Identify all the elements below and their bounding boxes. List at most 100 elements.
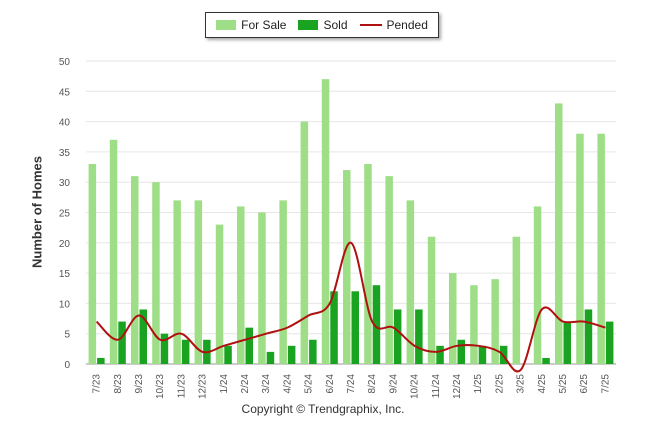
x-tick-label: 11/23 — [176, 374, 187, 399]
legend-item-pended: Pended — [359, 18, 428, 32]
x-tick-label: 7/25 — [600, 374, 611, 394]
y-tick-label: 15 — [59, 269, 71, 280]
bar-sold — [118, 321, 126, 364]
bar-for-sale — [321, 79, 330, 365]
legend-label-sold: Sold — [323, 18, 348, 32]
for-sale-swatch — [216, 20, 237, 30]
y-tick-label: 20 — [59, 239, 71, 250]
bar-sold — [457, 339, 465, 364]
x-tick-label: 1/24 — [219, 374, 230, 394]
legend-label-pended: Pended — [386, 18, 428, 32]
x-tick-label: 3/24 — [261, 374, 272, 394]
x-tick-label: 7/23 — [92, 374, 103, 394]
bar-for-sale — [279, 200, 287, 364]
legend-item-for-sale: For Sale — [216, 18, 286, 32]
y-tick-label: 10 — [59, 299, 71, 310]
bar-for-sale — [364, 164, 372, 364]
bar-sold — [478, 345, 487, 364]
bar-for-sale — [449, 273, 457, 364]
bar-sold — [309, 339, 317, 364]
bar-sold — [181, 339, 190, 364]
x-tick-labels: 7/23 8/23 9/23 10/23 11/23 12/23 1/24 2/24 3/24 4… — [92, 374, 612, 399]
bar-sold — [160, 333, 169, 364]
x-tick-label: 6/25 — [579, 374, 590, 394]
bar-for-sale — [491, 279, 499, 364]
bar-for-sale — [173, 200, 181, 364]
pended-line — [95, 241, 606, 373]
bar-sold — [224, 345, 232, 364]
x-tick-label: 10/23 — [155, 374, 166, 399]
bar-for-sale — [215, 224, 224, 364]
bar-for-sale — [258, 212, 266, 364]
y-tick-label: 0 — [64, 360, 70, 371]
x-tick-label: 5/24 — [304, 374, 315, 394]
y-tick-label: 45 — [59, 87, 71, 98]
bar-sold — [245, 327, 253, 364]
sold-swatch — [298, 20, 319, 30]
x-tick-label: 9/24 — [388, 374, 399, 394]
x-tick-label: 8/24 — [367, 374, 378, 394]
y-tick-label: 40 — [59, 118, 71, 129]
legend-label-for-sale: For Sale — [241, 18, 287, 32]
bar-sold — [393, 309, 402, 364]
x-tick-label: 10/24 — [410, 374, 421, 399]
bar-sold — [97, 357, 105, 364]
pended-swatch — [359, 24, 382, 26]
bar-sold — [436, 345, 444, 364]
bar-for-sale — [343, 170, 351, 364]
bar-for-sale — [576, 133, 584, 364]
y-tick-labels: 0 5 10 15 20 25 30 35 40 45 50 — [59, 57, 71, 371]
x-tick-label: 12/24 — [452, 374, 463, 399]
bar-for-sale — [512, 236, 521, 364]
bar-for-sale — [88, 164, 97, 364]
y-tick-label: 50 — [59, 57, 71, 68]
bar-sold — [266, 351, 275, 364]
bar-sold — [605, 321, 614, 364]
x-tick-label: 5/25 — [558, 374, 569, 394]
bar-sold — [330, 291, 338, 364]
x-tick-label: 2/25 — [494, 374, 505, 394]
bar-for-sale — [406, 200, 415, 364]
bar-sold — [287, 345, 296, 364]
bar-sold — [139, 309, 147, 364]
bar-for-sale — [385, 176, 393, 364]
copyright-footer: Copyright © Trendgraphix, Inc. — [241, 402, 405, 416]
bar-sold — [351, 291, 359, 364]
x-tick-label: 1/25 — [473, 374, 484, 394]
bar-for-sale — [131, 176, 139, 364]
bar-for-sale — [194, 200, 203, 364]
legend-item-sold: Sold — [298, 18, 348, 32]
legend: For Sale Sold Pended — [205, 12, 439, 38]
x-tick-label: 4/24 — [282, 374, 293, 394]
y-tick-label: 25 — [59, 209, 71, 220]
x-tick-label: 7/24 — [346, 374, 357, 394]
bar-for-sale — [533, 206, 542, 364]
bar-for-sale — [109, 139, 118, 364]
y-axis-label: Number of Homes — [29, 156, 45, 268]
x-tick-label: 8/23 — [113, 374, 124, 394]
bar-for-sale — [300, 121, 309, 364]
y-tick-label: 35 — [59, 148, 71, 159]
bar-sold — [415, 309, 423, 364]
bar-sold — [584, 309, 593, 364]
bar-for-sale — [555, 103, 563, 365]
pended-line-layer — [95, 241, 606, 373]
x-tick-label: 12/23 — [198, 374, 209, 399]
bar-for-sale — [237, 206, 245, 364]
x-tick-label: 9/23 — [134, 374, 145, 394]
y-tick-label: 30 — [59, 178, 71, 189]
x-tick-label: 6/24 — [325, 374, 336, 394]
bar-for-sale — [597, 133, 605, 364]
bar-for-sale — [470, 285, 478, 364]
y-tick-label: 5 — [64, 330, 70, 341]
x-tick-label: 4/25 — [537, 374, 548, 394]
bar-sold — [563, 321, 571, 364]
bar-for-sale — [152, 182, 160, 364]
bar-sold — [542, 357, 550, 364]
bar-sold — [372, 285, 381, 364]
x-tick-label: 2/24 — [240, 374, 251, 394]
bar-for-sale — [427, 236, 436, 364]
bars — [88, 79, 614, 365]
x-tick-label: 3/25 — [516, 374, 527, 394]
